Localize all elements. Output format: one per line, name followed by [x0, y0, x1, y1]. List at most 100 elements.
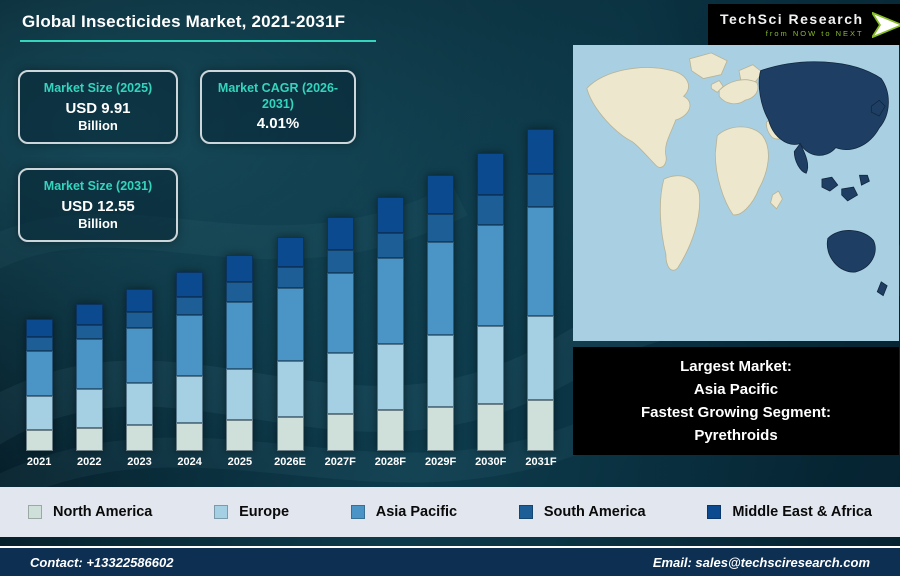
segment-asia-pacific[interactable]	[427, 241, 455, 336]
segment-south-america[interactable]	[376, 232, 404, 259]
segment-north-america[interactable]	[477, 403, 505, 451]
stacked-bar-2029f[interactable]	[427, 175, 455, 451]
segment-south-america[interactable]	[125, 311, 153, 328]
legend-label: Asia Pacific	[375, 504, 458, 520]
legend-label: North America	[53, 504, 153, 520]
stacked-bar-2027f[interactable]	[326, 217, 354, 451]
stacked-bar-2024[interactable]	[176, 272, 204, 451]
segment-middle-east-africa[interactable]	[226, 254, 254, 283]
segment-south-america[interactable]	[226, 282, 254, 303]
segment-north-america[interactable]	[226, 419, 254, 451]
segment-south-america[interactable]	[25, 337, 53, 351]
segment-europe[interactable]	[427, 335, 455, 407]
legend-item-asia-pacific: Asia Pacific	[350, 504, 458, 520]
legend-swatch-asia-pacific	[350, 505, 365, 519]
segment-south-america[interactable]	[176, 297, 204, 316]
segment-asia-pacific[interactable]	[75, 339, 103, 390]
stat-value: 4.01%	[256, 115, 300, 133]
stacked-bar-2022[interactable]	[75, 304, 103, 451]
segment-europe[interactable]	[125, 383, 153, 426]
segment-middle-east-africa[interactable]	[527, 129, 555, 175]
bar-column: 2031F	[516, 60, 566, 472]
segment-europe[interactable]	[75, 389, 103, 428]
stat-unit: Billion	[78, 117, 118, 133]
chart-legend: North America Europe Asia Pacific South Ame…	[0, 487, 900, 537]
stacked-bar-2021[interactable]	[25, 318, 53, 451]
stat-card-market-size-2025: Market Size (2025) USD 9.91 Billion	[18, 70, 178, 144]
segment-asia-pacific[interactable]	[226, 302, 254, 369]
segment-europe[interactable]	[376, 344, 404, 411]
segment-middle-east-africa[interactable]	[477, 153, 505, 195]
segment-asia-pacific[interactable]	[477, 224, 505, 327]
segment-north-america[interactable]	[527, 399, 555, 451]
logo-arrow-icon	[871, 11, 900, 38]
segment-north-america[interactable]	[75, 427, 103, 451]
stat-unit: Billion	[78, 215, 118, 231]
stacked-bar-2025[interactable]	[226, 254, 254, 451]
segment-asia-pacific[interactable]	[527, 206, 555, 317]
world-map-svg	[573, 45, 899, 341]
segment-middle-east-africa[interactable]	[25, 318, 53, 338]
segment-middle-east-africa[interactable]	[276, 236, 304, 267]
x-axis-label: 2024	[177, 456, 202, 468]
segment-south-america[interactable]	[75, 324, 103, 340]
stacked-bar-2031f[interactable]	[527, 129, 555, 451]
segment-north-america[interactable]	[25, 429, 53, 451]
segment-middle-east-africa[interactable]	[75, 304, 103, 325]
contact-phone: Contact: +13322586602	[30, 554, 174, 570]
segment-middle-east-africa[interactable]	[176, 272, 204, 298]
bar-column: 2021	[14, 60, 64, 472]
legend-label: South America	[543, 504, 646, 520]
segment-middle-east-africa[interactable]	[125, 288, 153, 312]
legend-item-north-america: North America	[28, 504, 152, 520]
legend-item-europe: Europe	[214, 504, 289, 520]
segment-europe[interactable]	[527, 316, 555, 400]
segment-north-america[interactable]	[176, 422, 204, 451]
segment-europe[interactable]	[226, 368, 254, 420]
segment-europe[interactable]	[477, 326, 505, 404]
segment-north-america[interactable]	[376, 410, 404, 451]
segment-north-america[interactable]	[125, 425, 153, 451]
x-axis-label: 2021	[26, 456, 52, 468]
segment-south-america[interactable]	[427, 213, 455, 242]
segment-south-america[interactable]	[477, 194, 505, 225]
segment-middle-east-africa[interactable]	[427, 175, 455, 214]
segment-europe[interactable]	[176, 376, 204, 423]
stacked-bar-2026e[interactable]	[276, 236, 304, 451]
fastest-segment-label: Fastest Growing Segment:	[640, 404, 832, 421]
segment-north-america[interactable]	[427, 407, 455, 451]
segment-asia-pacific[interactable]	[376, 258, 404, 345]
segment-europe[interactable]	[276, 361, 304, 417]
legend-label: Middle East & Africa	[732, 504, 872, 520]
stacked-bar-2030f[interactable]	[477, 153, 505, 451]
segment-europe[interactable]	[25, 395, 53, 430]
x-axis-label: 2022	[77, 456, 102, 468]
stacked-bar-2028f[interactable]	[376, 197, 404, 451]
x-axis-label: 2027F	[324, 456, 356, 468]
legend-swatch-middle-east-africa	[707, 505, 722, 519]
stacked-bar-2023[interactable]	[125, 288, 153, 451]
segment-europe[interactable]	[326, 352, 354, 414]
segment-north-america[interactable]	[276, 416, 304, 451]
segment-middle-east-africa[interactable]	[376, 197, 404, 233]
segment-middle-east-africa[interactable]	[326, 217, 354, 251]
segment-south-america[interactable]	[527, 174, 555, 207]
stat-card-market-cagr: Market CAGR (2026-2031) 4.01%	[200, 70, 356, 144]
segment-asia-pacific[interactable]	[326, 273, 354, 353]
market-highlight-box: Largest Market: Asia Pacific Fastest Gro…	[573, 347, 899, 455]
logo-brand: TechSci Research	[720, 11, 864, 27]
segment-north-america[interactable]	[326, 413, 354, 451]
segment-south-america[interactable]	[276, 266, 304, 289]
segment-asia-pacific[interactable]	[125, 327, 153, 384]
techsci-logo: TechSci Research from NOW to NEXT	[708, 4, 900, 45]
stat-label: Market CAGR (2026-2031)	[217, 81, 339, 111]
legend-swatch-south-america	[518, 505, 533, 519]
x-axis-label: 2023	[127, 456, 152, 468]
segment-asia-pacific[interactable]	[276, 288, 304, 362]
segment-asia-pacific[interactable]	[176, 315, 204, 376]
contact-email: Email: sales@techsciresearch.com	[652, 554, 870, 570]
segment-asia-pacific[interactable]	[25, 350, 53, 396]
segment-south-america[interactable]	[326, 250, 354, 274]
